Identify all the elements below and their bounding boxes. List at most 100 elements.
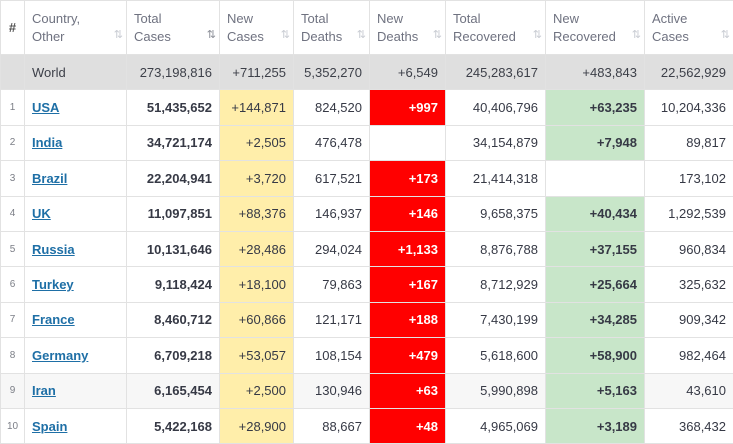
new-recovered-cell: +5,163 <box>546 373 645 408</box>
active-cases-cell: 22,562,929 <box>645 55 733 90</box>
new-deaths-cell: +146 <box>370 196 446 231</box>
header-country[interactable]: Country, Other⇅ <box>25 1 127 55</box>
new-deaths-cell: +1,133 <box>370 231 446 266</box>
row-rank: 2 <box>1 125 25 160</box>
header-total-recovered[interactable]: Total Recovered⇅ <box>446 1 546 55</box>
new-recovered-cell: +34,285 <box>546 302 645 337</box>
new-recovered-cell: +3,189 <box>546 408 645 443</box>
active-cases-cell: 325,632 <box>645 267 733 302</box>
active-cases-cell: 982,464 <box>645 338 733 373</box>
new-cases-cell: +28,900 <box>220 408 294 443</box>
total-deaths-cell: 617,521 <box>294 161 370 196</box>
header-total-deaths[interactable]: Total Deaths⇅ <box>294 1 370 55</box>
total-cases-cell: 6,709,218 <box>127 338 220 373</box>
new-recovered-cell <box>546 161 645 196</box>
header-total-deaths-label: Total Deaths <box>301 10 362 46</box>
country-cell: Brazil <box>25 161 127 196</box>
total-deaths-cell: 146,937 <box>294 196 370 231</box>
total-recovered-cell: 7,430,199 <box>446 302 546 337</box>
row-rank: 1 <box>1 90 25 125</box>
new-recovered-cell: +63,235 <box>546 90 645 125</box>
header-total-cases[interactable]: Total Cases⇅ <box>127 1 220 55</box>
header-country-label: Country, Other <box>32 10 119 46</box>
header-new-recovered-label: New Recovered <box>553 10 637 46</box>
country-cell: USA <box>25 90 127 125</box>
new-cases-cell: +88,376 <box>220 196 294 231</box>
country-cell: Spain <box>25 408 127 443</box>
new-cases-cell: +3,720 <box>220 161 294 196</box>
new-recovered-cell: +483,843 <box>546 55 645 90</box>
total-cases-cell: 22,204,941 <box>127 161 220 196</box>
new-deaths-cell: +188 <box>370 302 446 337</box>
sort-icon[interactable]: ⇅ <box>433 26 439 44</box>
sort-icon[interactable]: ⇅ <box>632 26 638 44</box>
total-recovered-cell: 40,406,796 <box>446 90 546 125</box>
header-new-deaths[interactable]: New Deaths⇅ <box>370 1 446 55</box>
new-recovered-cell: +40,434 <box>546 196 645 231</box>
total-cases-cell: 51,435,652 <box>127 90 220 125</box>
total-cases-cell: 6,165,454 <box>127 373 220 408</box>
total-deaths-cell: 5,352,270 <box>294 55 370 90</box>
total-cases-cell: 34,721,174 <box>127 125 220 160</box>
total-deaths-cell: 476,478 <box>294 125 370 160</box>
new-deaths-cell: +63 <box>370 373 446 408</box>
sort-icon[interactable]: ⇅ <box>357 26 363 44</box>
new-cases-cell: +144,871 <box>220 90 294 125</box>
total-recovered-cell: 21,414,318 <box>446 161 546 196</box>
header-rank: # <box>1 1 25 55</box>
sort-desc-icon[interactable]: ⇅ <box>207 26 213 44</box>
country-cell: UK <box>25 196 127 231</box>
header-new-cases[interactable]: New Cases⇅ <box>220 1 294 55</box>
country-link[interactable]: UK <box>32 206 51 221</box>
country-link[interactable]: Spain <box>32 419 67 434</box>
new-deaths-cell <box>370 125 446 160</box>
row-rank: 9 <box>1 373 25 408</box>
country-link[interactable]: Turkey <box>32 277 74 292</box>
row-rank: 8 <box>1 338 25 373</box>
country-link[interactable]: Germany <box>32 348 88 363</box>
country-link[interactable]: USA <box>32 100 59 115</box>
sort-icon[interactable]: ⇅ <box>721 26 727 44</box>
sort-icon[interactable]: ⇅ <box>281 26 287 44</box>
country-name: World <box>25 55 127 90</box>
country-cell: India <box>25 125 127 160</box>
sort-icon[interactable]: ⇅ <box>114 26 120 44</box>
total-recovered-cell: 34,154,879 <box>446 125 546 160</box>
total-deaths-cell: 108,154 <box>294 338 370 373</box>
country-cell: France <box>25 302 127 337</box>
country-cell: Turkey <box>25 267 127 302</box>
new-deaths-cell: +48 <box>370 408 446 443</box>
country-link[interactable]: Brazil <box>32 171 67 186</box>
country-cell: Iran <box>25 373 127 408</box>
country-link[interactable]: Iran <box>32 383 56 398</box>
new-recovered-cell: +7,948 <box>546 125 645 160</box>
total-recovered-cell: 245,283,617 <box>446 55 546 90</box>
total-recovered-cell: 5,618,600 <box>446 338 546 373</box>
header-new-recovered[interactable]: New Recovered⇅ <box>546 1 645 55</box>
new-deaths-cell: +997 <box>370 90 446 125</box>
row-rank: 5 <box>1 231 25 266</box>
active-cases-cell: 173,102 <box>645 161 733 196</box>
total-recovered-cell: 4,965,069 <box>446 408 546 443</box>
country-link[interactable]: India <box>32 135 62 150</box>
world-row: World 273,198,816 +711,255 5,352,270 +6,… <box>1 55 733 90</box>
total-deaths-cell: 88,667 <box>294 408 370 443</box>
country-link[interactable]: France <box>32 312 75 327</box>
sort-icon[interactable]: ⇅ <box>533 26 539 44</box>
header-active-cases[interactable]: Active Cases⇅ <box>645 1 733 55</box>
row-rank: 10 <box>1 408 25 443</box>
header-total-cases-label: Total Cases <box>134 10 212 46</box>
country-link[interactable]: Russia <box>32 242 75 257</box>
row-rank: 3 <box>1 161 25 196</box>
row-rank: 4 <box>1 196 25 231</box>
active-cases-cell: 10,204,336 <box>645 90 733 125</box>
new-recovered-cell: +37,155 <box>546 231 645 266</box>
